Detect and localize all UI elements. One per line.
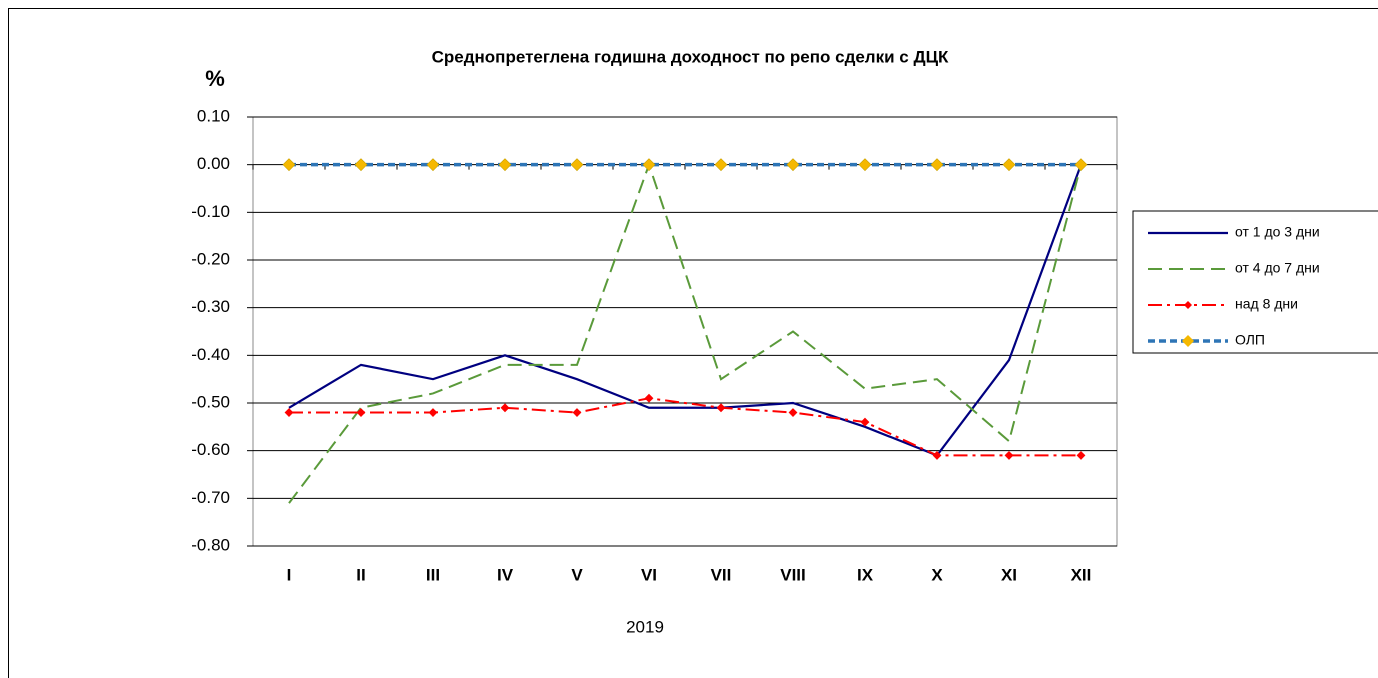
data-point (860, 417, 870, 427)
x-tick-label: VIII (780, 565, 806, 584)
data-point (572, 408, 582, 417)
x-axis-title: 2019 (626, 617, 664, 636)
x-tick-label: V (571, 565, 583, 584)
data-point (426, 158, 440, 172)
series-line (288, 161, 1082, 504)
data-point (500, 403, 510, 413)
y-tick-label: -0.40 (191, 345, 230, 364)
x-tick-label: IX (857, 565, 874, 584)
x-tick-label: X (931, 565, 943, 584)
data-point (786, 158, 800, 172)
y-axis-title: % (205, 66, 225, 91)
legend-label: от 4 до 7 дни (1235, 260, 1320, 276)
y-tick-label: -0.10 (191, 202, 230, 221)
x-tick-label: II (356, 565, 365, 584)
legend-label: над 8 дни (1235, 296, 1298, 312)
y-tick-label: 0.00 (197, 154, 230, 173)
chart-title: Среднопретеглена годишна доходност по ре… (432, 47, 949, 66)
data-point (714, 158, 728, 172)
data-point (1002, 158, 1016, 172)
legend-label: от 1 до 3 дни (1235, 224, 1320, 240)
data-point (1004, 451, 1014, 460)
data-point (1076, 451, 1086, 460)
x-tick-label: I (287, 565, 292, 584)
data-point (498, 158, 512, 172)
data-point (356, 408, 366, 417)
x-tick-label: IV (497, 565, 514, 584)
data-point (1074, 158, 1088, 172)
data-point (788, 408, 798, 417)
data-point (284, 408, 294, 417)
data-point (716, 403, 726, 413)
data-point (644, 393, 654, 403)
y-tick-label: -0.60 (191, 440, 230, 459)
data-point (858, 158, 872, 172)
data-point (354, 158, 368, 172)
y-tick-label: -0.70 (191, 488, 230, 507)
legend-marker (1184, 301, 1192, 309)
legend-marker (1182, 335, 1194, 347)
x-tick-label: III (426, 565, 440, 584)
legend-box (1132, 210, 1378, 354)
legend-label: ОЛП (1235, 332, 1265, 348)
x-tick-label: XI (1001, 565, 1017, 584)
series-line (289, 397, 1081, 457)
x-tick-label: VII (711, 565, 732, 584)
data-point (428, 408, 438, 417)
x-tick-label: VI (641, 565, 657, 584)
series-line (288, 164, 1083, 457)
y-tick-label: -0.80 (191, 535, 230, 554)
y-tick-label: -0.20 (191, 249, 230, 268)
y-tick-label: -0.30 (191, 297, 230, 316)
y-tick-label: -0.50 (191, 392, 230, 411)
data-point (570, 158, 584, 172)
x-tick-label: XII (1071, 565, 1092, 584)
y-tick-label: 0.10 (197, 106, 230, 125)
data-point (932, 451, 942, 460)
data-point (930, 158, 944, 172)
data-point (282, 158, 296, 172)
data-point (642, 158, 656, 172)
